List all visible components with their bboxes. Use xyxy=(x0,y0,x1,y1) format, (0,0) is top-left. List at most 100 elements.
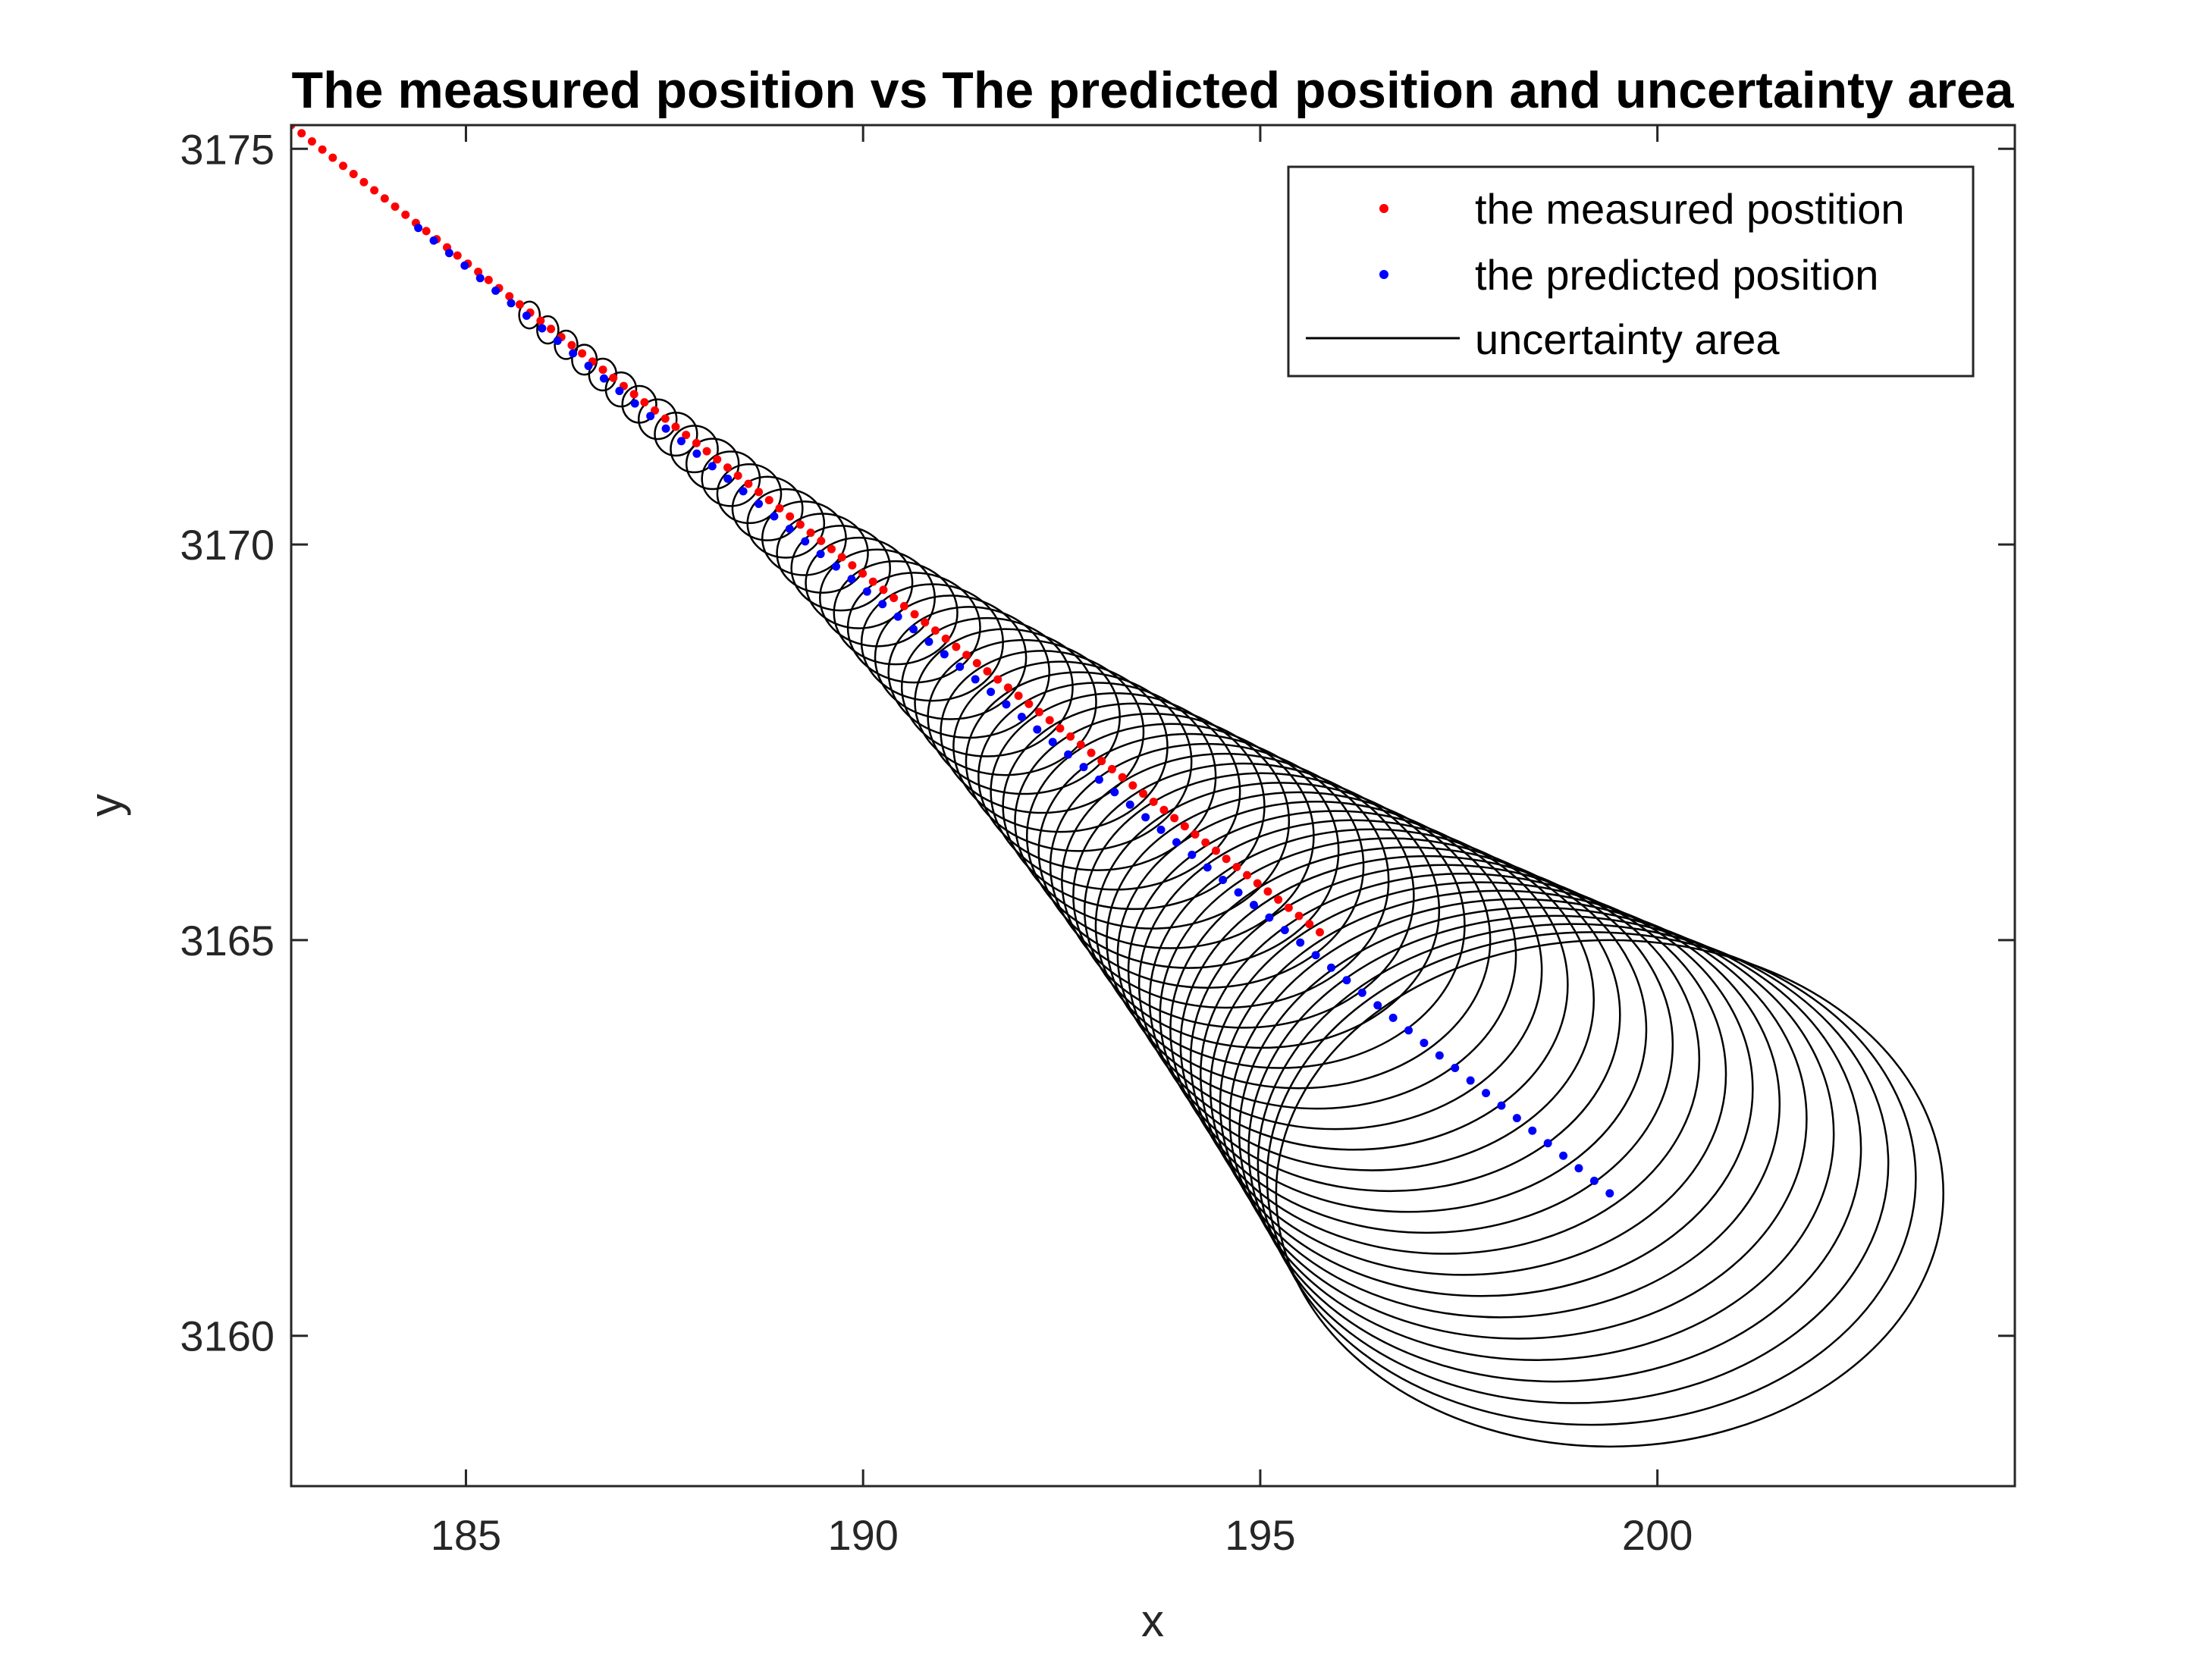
measured-point xyxy=(733,471,742,480)
predicted-point xyxy=(569,349,578,358)
measured-point xyxy=(713,455,722,464)
x-axis-label: x xyxy=(1141,1595,1164,1646)
predicted-point xyxy=(1094,775,1103,784)
predicted-point xyxy=(1033,725,1042,734)
measured-point xyxy=(775,503,784,513)
measured-point xyxy=(1159,805,1169,814)
measured-point xyxy=(868,577,877,586)
predicted-point xyxy=(955,662,965,671)
measured-point xyxy=(1056,724,1065,733)
predicted-point xyxy=(1188,850,1197,859)
legend-label-predicted: the predicted position xyxy=(1475,251,1878,299)
legend: the measured postition the predicted pos… xyxy=(1287,165,1975,378)
uncertainty-ellipse xyxy=(1179,855,1674,1234)
measured-point xyxy=(1035,707,1044,717)
predicted-point xyxy=(1079,763,1088,772)
uncertainty-ellipse xyxy=(685,437,740,491)
measured-point xyxy=(1222,855,1231,864)
uncertainty-ellipse xyxy=(1209,881,1754,1297)
predicted-point xyxy=(723,474,733,483)
uncertainty-ellipses xyxy=(518,300,1944,1448)
measured-point xyxy=(671,422,680,431)
measured-point xyxy=(1149,797,1158,806)
measured-point xyxy=(349,170,358,179)
predicted-point xyxy=(1125,800,1134,809)
predicted-point xyxy=(599,374,608,383)
uncertainty-ellipse xyxy=(1169,846,1648,1213)
uncertainty-ellipse xyxy=(1266,931,1917,1426)
predicted-point xyxy=(491,286,500,295)
predicted-point xyxy=(1234,888,1243,897)
predicted-point xyxy=(1110,788,1119,797)
predicted-point xyxy=(1574,1164,1583,1173)
measured-point xyxy=(1128,781,1137,790)
measured-point xyxy=(629,390,638,399)
predicted-point xyxy=(676,437,686,446)
uncertainty-ellipse xyxy=(1219,889,1781,1319)
x-tick-label: 200 xyxy=(1622,1511,1693,1559)
uncertainty-ellipse xyxy=(518,300,541,330)
measured-point xyxy=(1191,830,1200,839)
measured-point xyxy=(598,365,607,375)
predicted-point xyxy=(661,424,670,433)
axis-ticks: 185 190 195 200 3160 3165 3170 3175 xyxy=(180,125,2015,1559)
measured-point xyxy=(983,666,992,676)
predicted-point xyxy=(1605,1189,1614,1198)
uncertainty-ellipse xyxy=(1116,801,1517,1110)
uncertainty-ellipse xyxy=(1238,906,1835,1361)
measured-point xyxy=(484,275,493,284)
predicted-point xyxy=(1064,750,1073,759)
measured-point xyxy=(1294,911,1304,920)
uncertainty-ellipse xyxy=(604,371,638,408)
predicted-point xyxy=(755,499,764,508)
predicted-point xyxy=(1156,825,1166,834)
predicted-point xyxy=(429,236,438,245)
predicted-point xyxy=(1172,838,1181,847)
predicted-point xyxy=(615,387,624,396)
measured-point xyxy=(848,561,857,570)
predicted-point xyxy=(507,299,516,308)
predicted-point xyxy=(893,612,902,621)
measured-point xyxy=(391,202,400,212)
uncertainty-ellipse xyxy=(654,411,698,457)
measured-point xyxy=(318,145,327,154)
measured-point xyxy=(1045,716,1054,725)
uncertainty-ellipse xyxy=(776,513,869,594)
predicted-point xyxy=(1420,1038,1429,1047)
uncertainty-ellipse xyxy=(716,463,783,525)
measured-point xyxy=(795,520,805,529)
measured-point xyxy=(890,594,899,603)
uncertainty-ellipse xyxy=(670,425,719,474)
y-tick-label: 3175 xyxy=(180,125,275,173)
measured-point xyxy=(1201,838,1210,847)
predicted-point xyxy=(1326,963,1335,972)
measured-point xyxy=(297,129,306,138)
uncertainty-ellipse xyxy=(874,594,1028,720)
measured-point xyxy=(609,373,618,382)
y-tick-label: 3160 xyxy=(180,1312,275,1360)
uncertainty-ellipse xyxy=(1106,791,1492,1090)
predicted-point xyxy=(646,412,655,421)
predicted-point xyxy=(739,487,748,496)
measured-point xyxy=(1107,764,1116,773)
predicted-point xyxy=(522,311,531,320)
predicted-point xyxy=(909,625,918,634)
measured-point xyxy=(1243,870,1252,880)
measured-point xyxy=(1014,692,1023,701)
predicted-point xyxy=(1249,901,1258,910)
uncertainty-ellipse xyxy=(1257,923,1890,1404)
uncertainty-ellipse xyxy=(536,315,560,345)
y-tick-label: 3165 xyxy=(180,917,275,964)
uncertainty-ellipse xyxy=(900,616,1074,757)
predicted-point xyxy=(1404,1026,1413,1035)
measured-point xyxy=(1087,748,1096,757)
measured-point xyxy=(359,177,369,187)
uncertainty-ellipse xyxy=(1061,752,1390,1009)
predicted-point xyxy=(460,261,469,270)
uncertainty-ellipse xyxy=(940,650,1145,814)
predicted-point xyxy=(1512,1114,1521,1123)
measured-point xyxy=(744,479,753,488)
measured-point xyxy=(453,251,462,260)
predicted-point xyxy=(708,462,717,471)
predicted-point xyxy=(1265,913,1274,922)
